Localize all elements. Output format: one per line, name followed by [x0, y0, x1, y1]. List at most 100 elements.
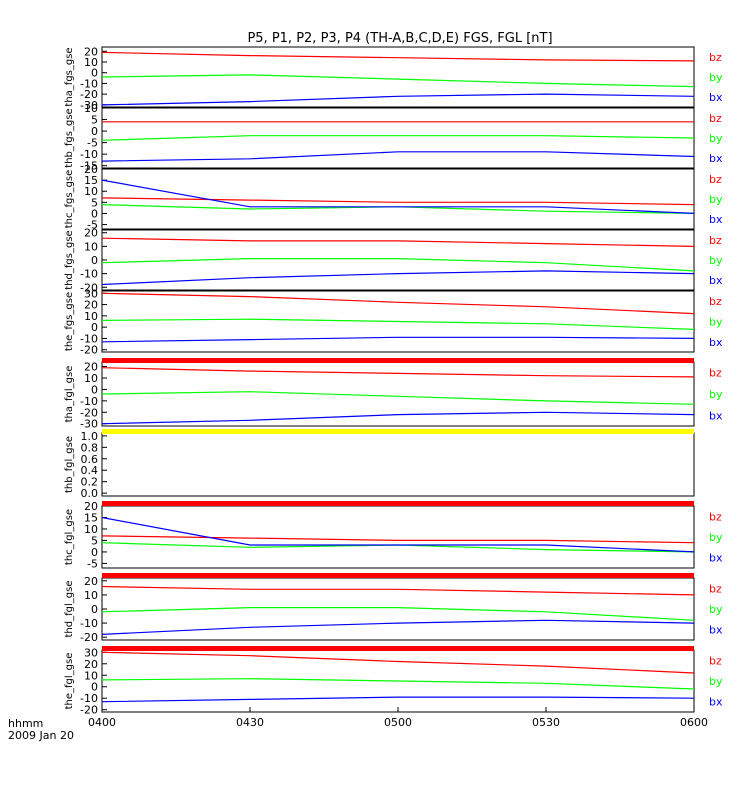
y-tick-label: 0.6: [81, 453, 99, 466]
status-bar: [102, 573, 694, 578]
x-tick-label: 0600: [680, 716, 708, 729]
legend-by: by: [709, 603, 723, 616]
x-tick-label: 0530: [532, 716, 560, 729]
series-by: [101, 135, 695, 141]
y-tick-label: 10: [84, 372, 98, 385]
y-tick-label: 0: [91, 254, 98, 267]
legend-bx: bx: [709, 213, 723, 226]
y-axis-label: the_fgs_gse: [64, 292, 75, 351]
series-bz: [101, 367, 695, 378]
y-axis-label: the_fgl_gse: [64, 653, 75, 710]
panel-frame: [101, 168, 695, 230]
legend-by: by: [709, 388, 723, 401]
y-tick-label: -5: [87, 137, 98, 150]
y-tick-label: -10: [80, 77, 98, 90]
legend-by: by: [709, 71, 723, 84]
series-bx: [101, 696, 695, 703]
y-tick-label: 10: [84, 310, 98, 323]
y-axis-label: tha_fgl_gse: [64, 366, 75, 423]
series-bx: [101, 336, 695, 343]
y-tick-label: -10: [80, 617, 98, 630]
legend-by: by: [709, 254, 723, 267]
y-tick-label: -20: [80, 704, 98, 717]
status-bars: [102, 358, 694, 651]
y-tick-label: 0.2: [81, 476, 99, 489]
series-bz: [101, 197, 695, 206]
series-bz: [101, 292, 695, 315]
y-tick-label: -20: [80, 88, 98, 101]
series-bx: [101, 93, 695, 106]
y-tick-label: 5: [91, 114, 98, 127]
legend-bx: bx: [709, 409, 723, 422]
y-tick-label: -10: [80, 395, 98, 408]
y-tick-label: 20: [84, 163, 98, 176]
legend-bz: bz: [709, 234, 722, 247]
y-tick-label: 20: [84, 500, 98, 513]
y-tick-label: 10: [84, 102, 98, 115]
series-bz: [101, 651, 695, 674]
y-tick-label: 5: [91, 534, 98, 547]
legend-by: by: [709, 531, 723, 544]
y-tick-label: -20: [80, 281, 98, 294]
series-bx: [101, 619, 695, 635]
series-bx: [101, 179, 695, 214]
y-tick-label: 10: [84, 669, 98, 682]
series-bz: [101, 585, 695, 596]
y-tick-label: 20: [84, 299, 98, 312]
y-tick-label: 20: [84, 361, 98, 374]
y-tick-label: 0: [91, 321, 98, 334]
x-axis: 0400 0430 0500 0530 0600: [88, 707, 708, 729]
y-tick-label: -15: [80, 160, 98, 173]
y-tick-label: 0: [91, 383, 98, 396]
y-tick-label: -10: [80, 332, 98, 345]
y-tick-label: 20: [84, 227, 98, 240]
legend-bz: bz: [709, 112, 722, 125]
y-axis-label: thd_fgl_gse: [64, 581, 75, 638]
status-bar: [102, 646, 694, 651]
legend-bz: bz: [709, 582, 722, 595]
series-bx: [101, 516, 695, 553]
status-bar: [102, 501, 694, 506]
y-tick-label: 20: [84, 45, 98, 58]
legend-by: by: [709, 193, 723, 206]
y-tick-label: 0: [91, 681, 98, 694]
y-tick-label: 0: [91, 603, 98, 616]
plot-title: P5, P1, P2, P3, P4 (TH-A,B,C,D,E) FGS, F…: [247, 31, 552, 46]
y-tick-label: -30: [80, 99, 98, 112]
y-tick-label: 1.0: [81, 430, 99, 443]
y-axis-label: tha_fgs_gse: [64, 47, 75, 106]
y-tick-label: 30: [84, 287, 98, 300]
status-bar: [102, 358, 694, 363]
y-axis-label: thc_fgs_gse: [64, 170, 75, 229]
y-tick-label: 5: [91, 196, 98, 209]
y-axis-label: thd_fgs_gse: [64, 230, 75, 289]
y-tick-label: 10: [84, 240, 98, 253]
y-tick-label: 10: [84, 56, 98, 69]
y-tick-label: -5: [87, 557, 98, 570]
series-bz: [101, 535, 695, 544]
legend-bx: bx: [709, 552, 723, 565]
y-tick-label: 10: [84, 185, 98, 198]
series-bx: [101, 151, 695, 162]
y-tick-label: 10: [84, 589, 98, 602]
legend-bz: bz: [709, 295, 722, 308]
y-tick-label: 0: [91, 67, 98, 80]
series-bz: [101, 237, 695, 247]
series-by: [101, 318, 695, 330]
y-tick-label: 0: [91, 546, 98, 559]
y-tick-label: 20: [84, 575, 98, 588]
legend-bx: bx: [709, 696, 723, 709]
series-by: [101, 606, 695, 621]
panel-frame: [101, 361, 695, 427]
y-tick-label: 0.0: [81, 487, 99, 500]
